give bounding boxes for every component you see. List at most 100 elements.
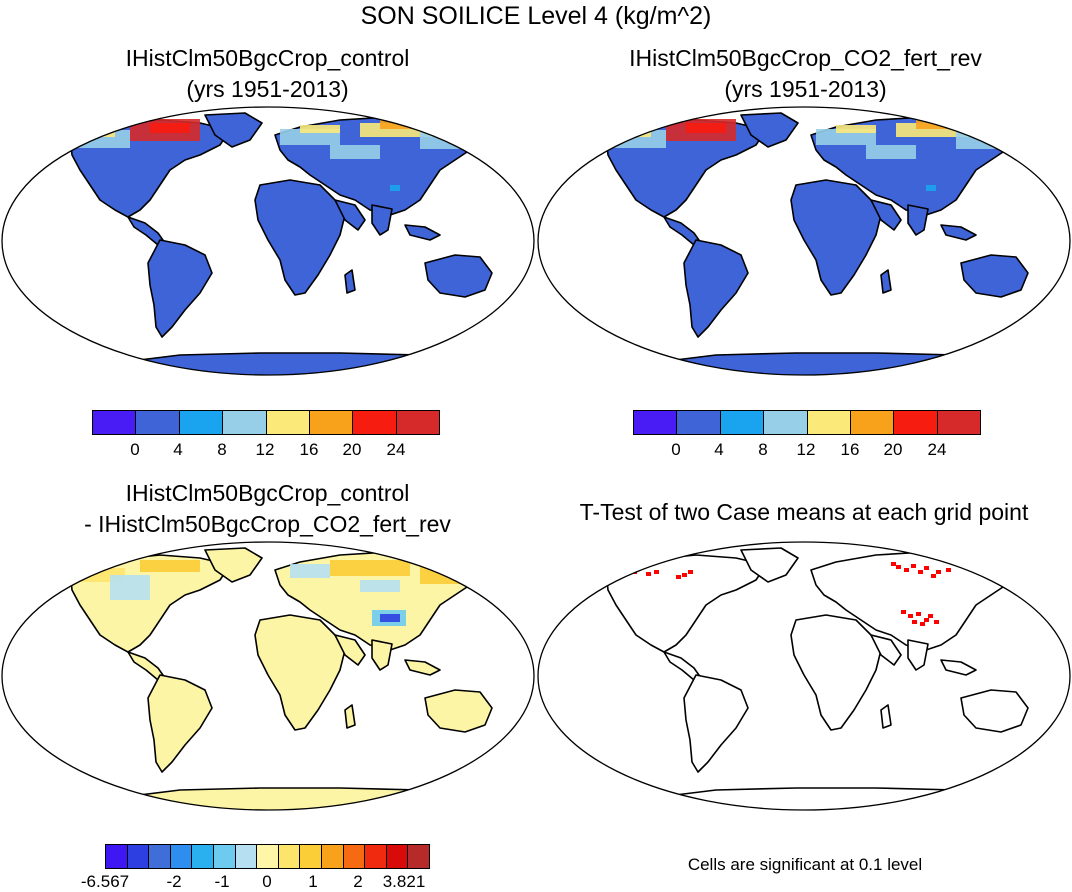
map-border (1, 541, 535, 811)
continents (605, 547, 1029, 810)
colorbar-swatch (720, 411, 765, 434)
cbar-diff-tick: -6.567 (80, 872, 130, 891)
panel-a-title-line2: (yrs 1951-2013) (186, 76, 349, 102)
field-cell-patch (360, 580, 400, 592)
figure-title: SON SOILICE Level 4 (kg/m^2) (360, 2, 712, 30)
colorbar-swatch (106, 845, 128, 868)
map-panel-difference (1, 541, 535, 811)
colorbar-swatch (257, 845, 279, 868)
significance-note: Cells are significant at 0.1 level (687, 855, 923, 874)
panel-b-title-line1: IHistClm50BgcCrop_CO2_fert_rev (629, 45, 982, 71)
colorbar-swatch (937, 411, 980, 434)
cbar-right-tick: 4 (714, 440, 724, 459)
cbar-left-tick: 24 (386, 440, 406, 459)
cbar-diff-tick: 1 (308, 872, 318, 891)
panel-c-title-line2: - IHistClm50BgcCrop_CO2_fert_rev (84, 511, 451, 537)
colorbar-swatch (396, 411, 439, 434)
colorbar-swatch (213, 845, 236, 868)
significant-cell (936, 570, 941, 574)
colorbar-swatch (321, 845, 344, 868)
continents (69, 112, 493, 375)
field-cell-patch (380, 119, 430, 129)
colorbar-swatch (309, 411, 354, 434)
colorbar-swatch (807, 411, 851, 434)
field-cell-patch (140, 560, 200, 572)
colorbar-diff (105, 844, 430, 869)
map-panel-ttest (537, 541, 1071, 811)
field-cell-patch (836, 125, 876, 133)
significant-cell (891, 562, 896, 566)
cbar-left-tick: 16 (299, 440, 319, 459)
panel-d-title: T-Test of two Case means at each grid po… (536, 497, 1072, 528)
cbar-right-tick: 12 (796, 440, 816, 459)
field-cell-patch (330, 145, 380, 159)
significant-cell (646, 572, 651, 576)
panel-b-title-line2: (yrs 1951-2013) (724, 76, 887, 102)
colorbar-swatch (386, 845, 409, 868)
cbar-right-tick: 16 (840, 440, 860, 459)
colorbar-swatch (850, 411, 895, 434)
cbar-left-tick: 4 (173, 440, 183, 459)
panel-a-title-line1: IHistClm50BgcCrop_control (125, 45, 410, 71)
significant-cell (916, 612, 921, 616)
colorbar-swatch (300, 845, 322, 868)
field-cell-patch (686, 123, 726, 133)
continents (605, 112, 1029, 375)
cbar-right-tick: 24 (927, 440, 947, 459)
colorbar-swatch (136, 411, 180, 434)
cbar-right-tick: 20 (883, 440, 903, 459)
cbar-diff-tick: 0 (262, 872, 272, 891)
significant-cell (918, 570, 923, 574)
colorbar-swatch (266, 411, 310, 434)
field-cell-patch (70, 130, 130, 148)
field-cell-patch (300, 125, 340, 133)
map-border (537, 541, 1071, 811)
significant-cell (896, 565, 901, 569)
panel-c-title: IHistClm50BgcCrop_control - IHistClm50Bg… (40, 478, 495, 540)
field-cell-patch (150, 123, 190, 133)
colorbar-swatch (149, 845, 171, 868)
cbar-diff-tick: 3.821 (382, 872, 426, 891)
field-cell-patch (380, 614, 400, 622)
field-cell-patch (390, 185, 400, 191)
field-cell-patch (866, 145, 916, 159)
colorbar-swatch (93, 411, 137, 434)
significant-cell (688, 570, 693, 574)
cbar-right-tick: 0 (671, 440, 681, 459)
significant-cell (911, 564, 916, 568)
cbar-diff-tick: 2 (353, 872, 363, 891)
significant-cell (912, 620, 917, 624)
colorbar-swatch (179, 411, 224, 434)
colorbar-swatch (353, 411, 397, 434)
colorbar-swatch (192, 845, 214, 868)
colorbar-swatch (365, 845, 387, 868)
significant-cell (946, 568, 951, 572)
field-cell-patch (611, 127, 651, 137)
colorbar-swatch (235, 845, 258, 868)
panel-c-title-line1: IHistClm50BgcCrop_control (125, 480, 410, 506)
significant-cell (901, 610, 906, 614)
field-cell-patch (606, 130, 666, 148)
cbar-right-tick: 8 (758, 440, 768, 459)
significant-cell (924, 618, 929, 622)
panel-d-title-line1: T-Test of two Case means at each grid po… (579, 499, 1029, 525)
map-panel-control (1, 106, 535, 376)
field-cell-patch (926, 185, 936, 191)
map-border (537, 106, 1071, 376)
significant-cell (626, 568, 631, 572)
cbar-left-tick: 12 (255, 440, 275, 459)
colorbar-swatch (634, 411, 678, 434)
cbar-diff-tick: -2 (166, 872, 182, 891)
cbar-diff-tick: -1 (214, 872, 230, 891)
colorbar-swatch (894, 411, 938, 434)
panel-a-title: IHistClm50BgcCrop_control (yrs 1951-2013… (40, 43, 495, 105)
significant-cell (928, 614, 933, 618)
field-cell-patch (916, 119, 966, 129)
colorbar-swatch (408, 845, 429, 868)
colorbar-swatch (343, 845, 366, 868)
significant-cell (931, 574, 936, 578)
significant-cell (924, 566, 929, 570)
field-cell-patch (110, 575, 150, 600)
significant-cell (654, 570, 659, 574)
colorbar-swatch (764, 411, 808, 434)
